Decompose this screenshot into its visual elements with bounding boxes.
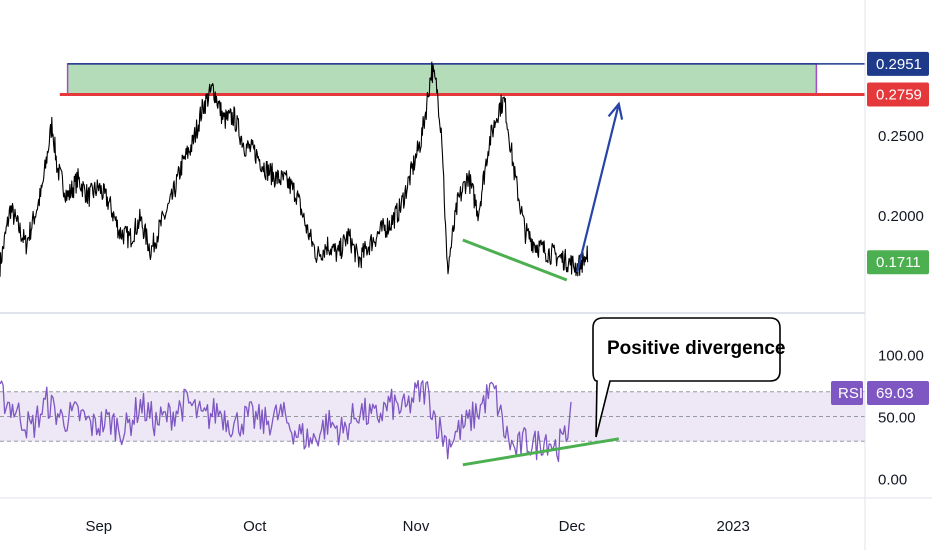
time-tick-label: Dec [559,518,586,535]
price-series-line [0,61,589,277]
resistance-zone[interactable] [66,63,818,96]
positive-divergence-callout[interactable]: Positive divergence [592,317,785,438]
rsi-tick-label: 100.00 [878,348,924,365]
rsi-value-box [867,380,929,405]
callout-bubble [592,317,781,438]
rsi-series-line [0,379,572,463]
time-tick-label: Nov [403,518,430,535]
price-tick-label: 0.2500 [878,128,924,145]
price-tag-label: 0.2759 [876,87,922,104]
time-tick-label: Sep [85,518,112,535]
projection-arrow[interactable] [576,103,620,273]
callout-text: Positive divergence [607,338,785,359]
rsi-value-tag[interactable]: RSI 69.03 [831,380,929,405]
rsi-divergence-trendline[interactable] [462,437,620,467]
price-tag-box [867,51,929,76]
rsi-pane: Positive divergence [0,317,865,467]
price-tag-label: 0.2951 [876,56,922,73]
rsi-name-box [831,380,863,405]
price-tag-box [867,82,929,107]
projection-arrowhead [607,101,624,120]
rsi-tick-label: 50.00 [878,410,916,427]
price-tag[interactable]: 0.2759 [867,82,929,107]
price-tag[interactable]: 0.2951 [867,51,929,76]
price-pane [0,61,865,282]
price-tick-label: 0.2000 [878,208,924,225]
time-tick-label: Oct [243,518,267,535]
price-support-trendline[interactable] [462,238,568,282]
rsi-name-label: RSI [838,385,863,402]
time-tick-label: 2023 [717,518,750,535]
price-tag-label: 0.1711 [876,254,921,271]
rsi-value-label: 69.03 [876,385,914,402]
price-tag-box [867,250,929,275]
rsi-tick-label: 0.00 [878,471,907,488]
price-tag[interactable]: 0.1711 [867,250,929,275]
